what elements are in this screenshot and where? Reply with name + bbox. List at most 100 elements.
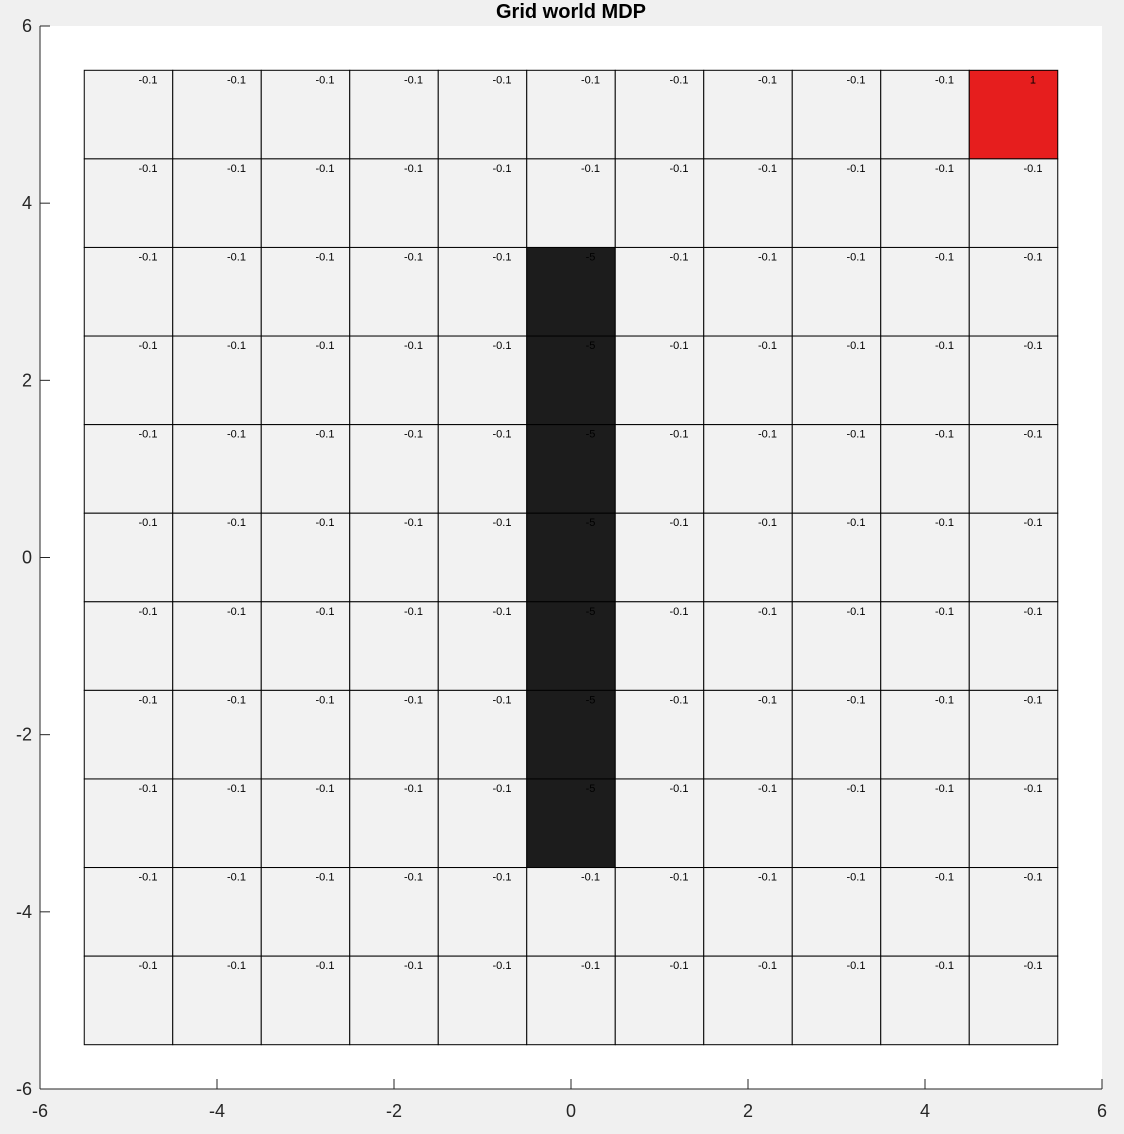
cell-value-label: -0.1 xyxy=(846,783,865,795)
cell-value-label: -0.1 xyxy=(935,340,954,352)
grid-cell-r7-c9 xyxy=(880,689,970,780)
cell-value-label: -0.1 xyxy=(846,163,865,175)
grid-cell-r2-c9 xyxy=(880,246,970,337)
cell-value-label: -0.1 xyxy=(227,517,246,529)
grid-cell-r10-c8 xyxy=(791,955,882,1046)
grid-cell-r9-c5 xyxy=(526,867,616,957)
cell-value-label: -5 xyxy=(586,251,596,263)
grid-cell-r0-c8 xyxy=(791,69,882,160)
y-tick-label: 2 xyxy=(22,370,32,390)
grid-cell-r0-c0 xyxy=(83,69,174,160)
cell-value-label: -0.1 xyxy=(935,606,954,618)
cell-value-label: -0.1 xyxy=(492,251,511,263)
grid-cells xyxy=(83,69,1059,1046)
cell-value-label: 1 xyxy=(1030,74,1036,86)
grid-cell-r6-c3 xyxy=(349,601,439,691)
cell-value-label: -5 xyxy=(586,694,596,706)
grid-cell-r10-c6 xyxy=(614,955,705,1046)
cell-value-label: -0.1 xyxy=(669,783,688,795)
x-tick-label: 2 xyxy=(743,1101,753,1121)
grid-cell-r10-c9 xyxy=(880,955,970,1046)
grid-cell-r8-c7 xyxy=(703,778,793,869)
grid-cell-r4-c2 xyxy=(260,424,351,514)
grid-cell-r2-c1 xyxy=(172,246,262,337)
cell-value-label: -0.1 xyxy=(492,340,511,352)
grid-cell-r0-c7 xyxy=(703,69,793,160)
cell-value-label: -0.1 xyxy=(315,251,334,263)
cell-value-label: -0.1 xyxy=(404,340,423,352)
grid-cell-r2-c7 xyxy=(703,246,793,337)
grid-cell-r4-c1 xyxy=(172,424,262,514)
grid-cell-r10-c3 xyxy=(349,955,439,1046)
grid-cell-r10-c10 xyxy=(968,955,1059,1046)
cell-value-label: -0.1 xyxy=(846,74,865,86)
cell-value-label: -0.1 xyxy=(1023,429,1042,441)
grid-cell-r6-c6 xyxy=(614,601,705,691)
cell-value-label: -0.1 xyxy=(758,251,777,263)
grid-cell-r9-c3 xyxy=(349,867,439,957)
x-tick-label: -4 xyxy=(209,1101,225,1121)
grid-cell-r8-c10 xyxy=(968,778,1059,869)
cell-value-label: -0.1 xyxy=(935,74,954,86)
cell-value-label: -0.1 xyxy=(935,517,954,529)
grid-cell-r7-c3 xyxy=(349,689,439,780)
grid-cell-r6-c7 xyxy=(703,601,793,691)
cell-value-label: -0.1 xyxy=(669,74,688,86)
grid-cell-r10-c7 xyxy=(703,955,793,1046)
grid-cell-r9-c10 xyxy=(968,867,1059,957)
cell-value-label: -0.1 xyxy=(315,340,334,352)
cell-value-label: -0.1 xyxy=(138,340,157,352)
grid-cell-r1-c2 xyxy=(260,158,351,248)
chart-title: Grid world MDP xyxy=(496,1,646,23)
cell-value-label: -5 xyxy=(586,340,596,352)
grid-cell-r3-c6 xyxy=(614,335,705,426)
grid-cell-r4-c3 xyxy=(349,424,439,514)
grid-cell-r2-c10 xyxy=(968,246,1059,337)
cell-value-label: -0.1 xyxy=(492,163,511,175)
grid-cell-r2-c5 xyxy=(526,246,616,337)
cell-value-label: -0.1 xyxy=(935,251,954,263)
cell-value-label: -0.1 xyxy=(404,74,423,86)
grid-cell-r3-c2 xyxy=(260,335,351,426)
y-tick-label: 0 xyxy=(22,548,32,568)
cell-value-label: -0.1 xyxy=(1023,163,1042,175)
cell-value-label: -0.1 xyxy=(138,251,157,263)
cell-value-label: -0.1 xyxy=(492,606,511,618)
grid-cell-r5-c8 xyxy=(791,512,882,603)
cell-value-label: -0.1 xyxy=(669,251,688,263)
cell-value-label: -0.1 xyxy=(1023,340,1042,352)
cell-value-label: -0.1 xyxy=(404,960,423,972)
cell-value-label: -0.1 xyxy=(581,74,600,86)
cell-value-label: -0.1 xyxy=(138,517,157,529)
grid-cell-r2-c3 xyxy=(349,246,439,337)
grid-cell-r6-c0 xyxy=(83,601,174,691)
x-tick-label: -2 xyxy=(386,1101,402,1121)
grid-cell-r7-c2 xyxy=(260,689,351,780)
cell-value-label: -0.1 xyxy=(1023,606,1042,618)
grid-cell-r10-c5 xyxy=(526,955,616,1046)
cell-value-label: -0.1 xyxy=(846,340,865,352)
grid-cell-r1-c10 xyxy=(968,158,1059,248)
cell-value-label: -0.1 xyxy=(935,429,954,441)
cell-value-label: -0.1 xyxy=(315,429,334,441)
cell-value-label: -0.1 xyxy=(492,517,511,529)
grid-cell-r1-c0 xyxy=(83,158,174,248)
grid-cell-r9-c4 xyxy=(437,867,528,957)
cell-value-label: -0.1 xyxy=(669,960,688,972)
grid-cell-r5-c7 xyxy=(703,512,793,603)
cell-value-label: -0.1 xyxy=(846,694,865,706)
grid-cell-r3-c3 xyxy=(349,335,439,426)
grid-cell-r1-c5 xyxy=(526,158,616,248)
cell-value-label: -0.1 xyxy=(758,340,777,352)
cell-value-label: -0.1 xyxy=(758,517,777,529)
grid-cell-r0-c1 xyxy=(172,69,262,160)
cell-value-label: -5 xyxy=(586,783,596,795)
cell-value-label: -0.1 xyxy=(846,872,865,884)
cell-value-label: -0.1 xyxy=(669,517,688,529)
grid-cell-r7-c5 xyxy=(526,689,616,780)
grid-cell-r8-c8 xyxy=(791,778,882,869)
cell-value-label: -0.1 xyxy=(404,694,423,706)
cell-value-label: -0.1 xyxy=(227,872,246,884)
cell-value-label: -0.1 xyxy=(227,74,246,86)
grid-cell-r4-c9 xyxy=(880,424,970,514)
